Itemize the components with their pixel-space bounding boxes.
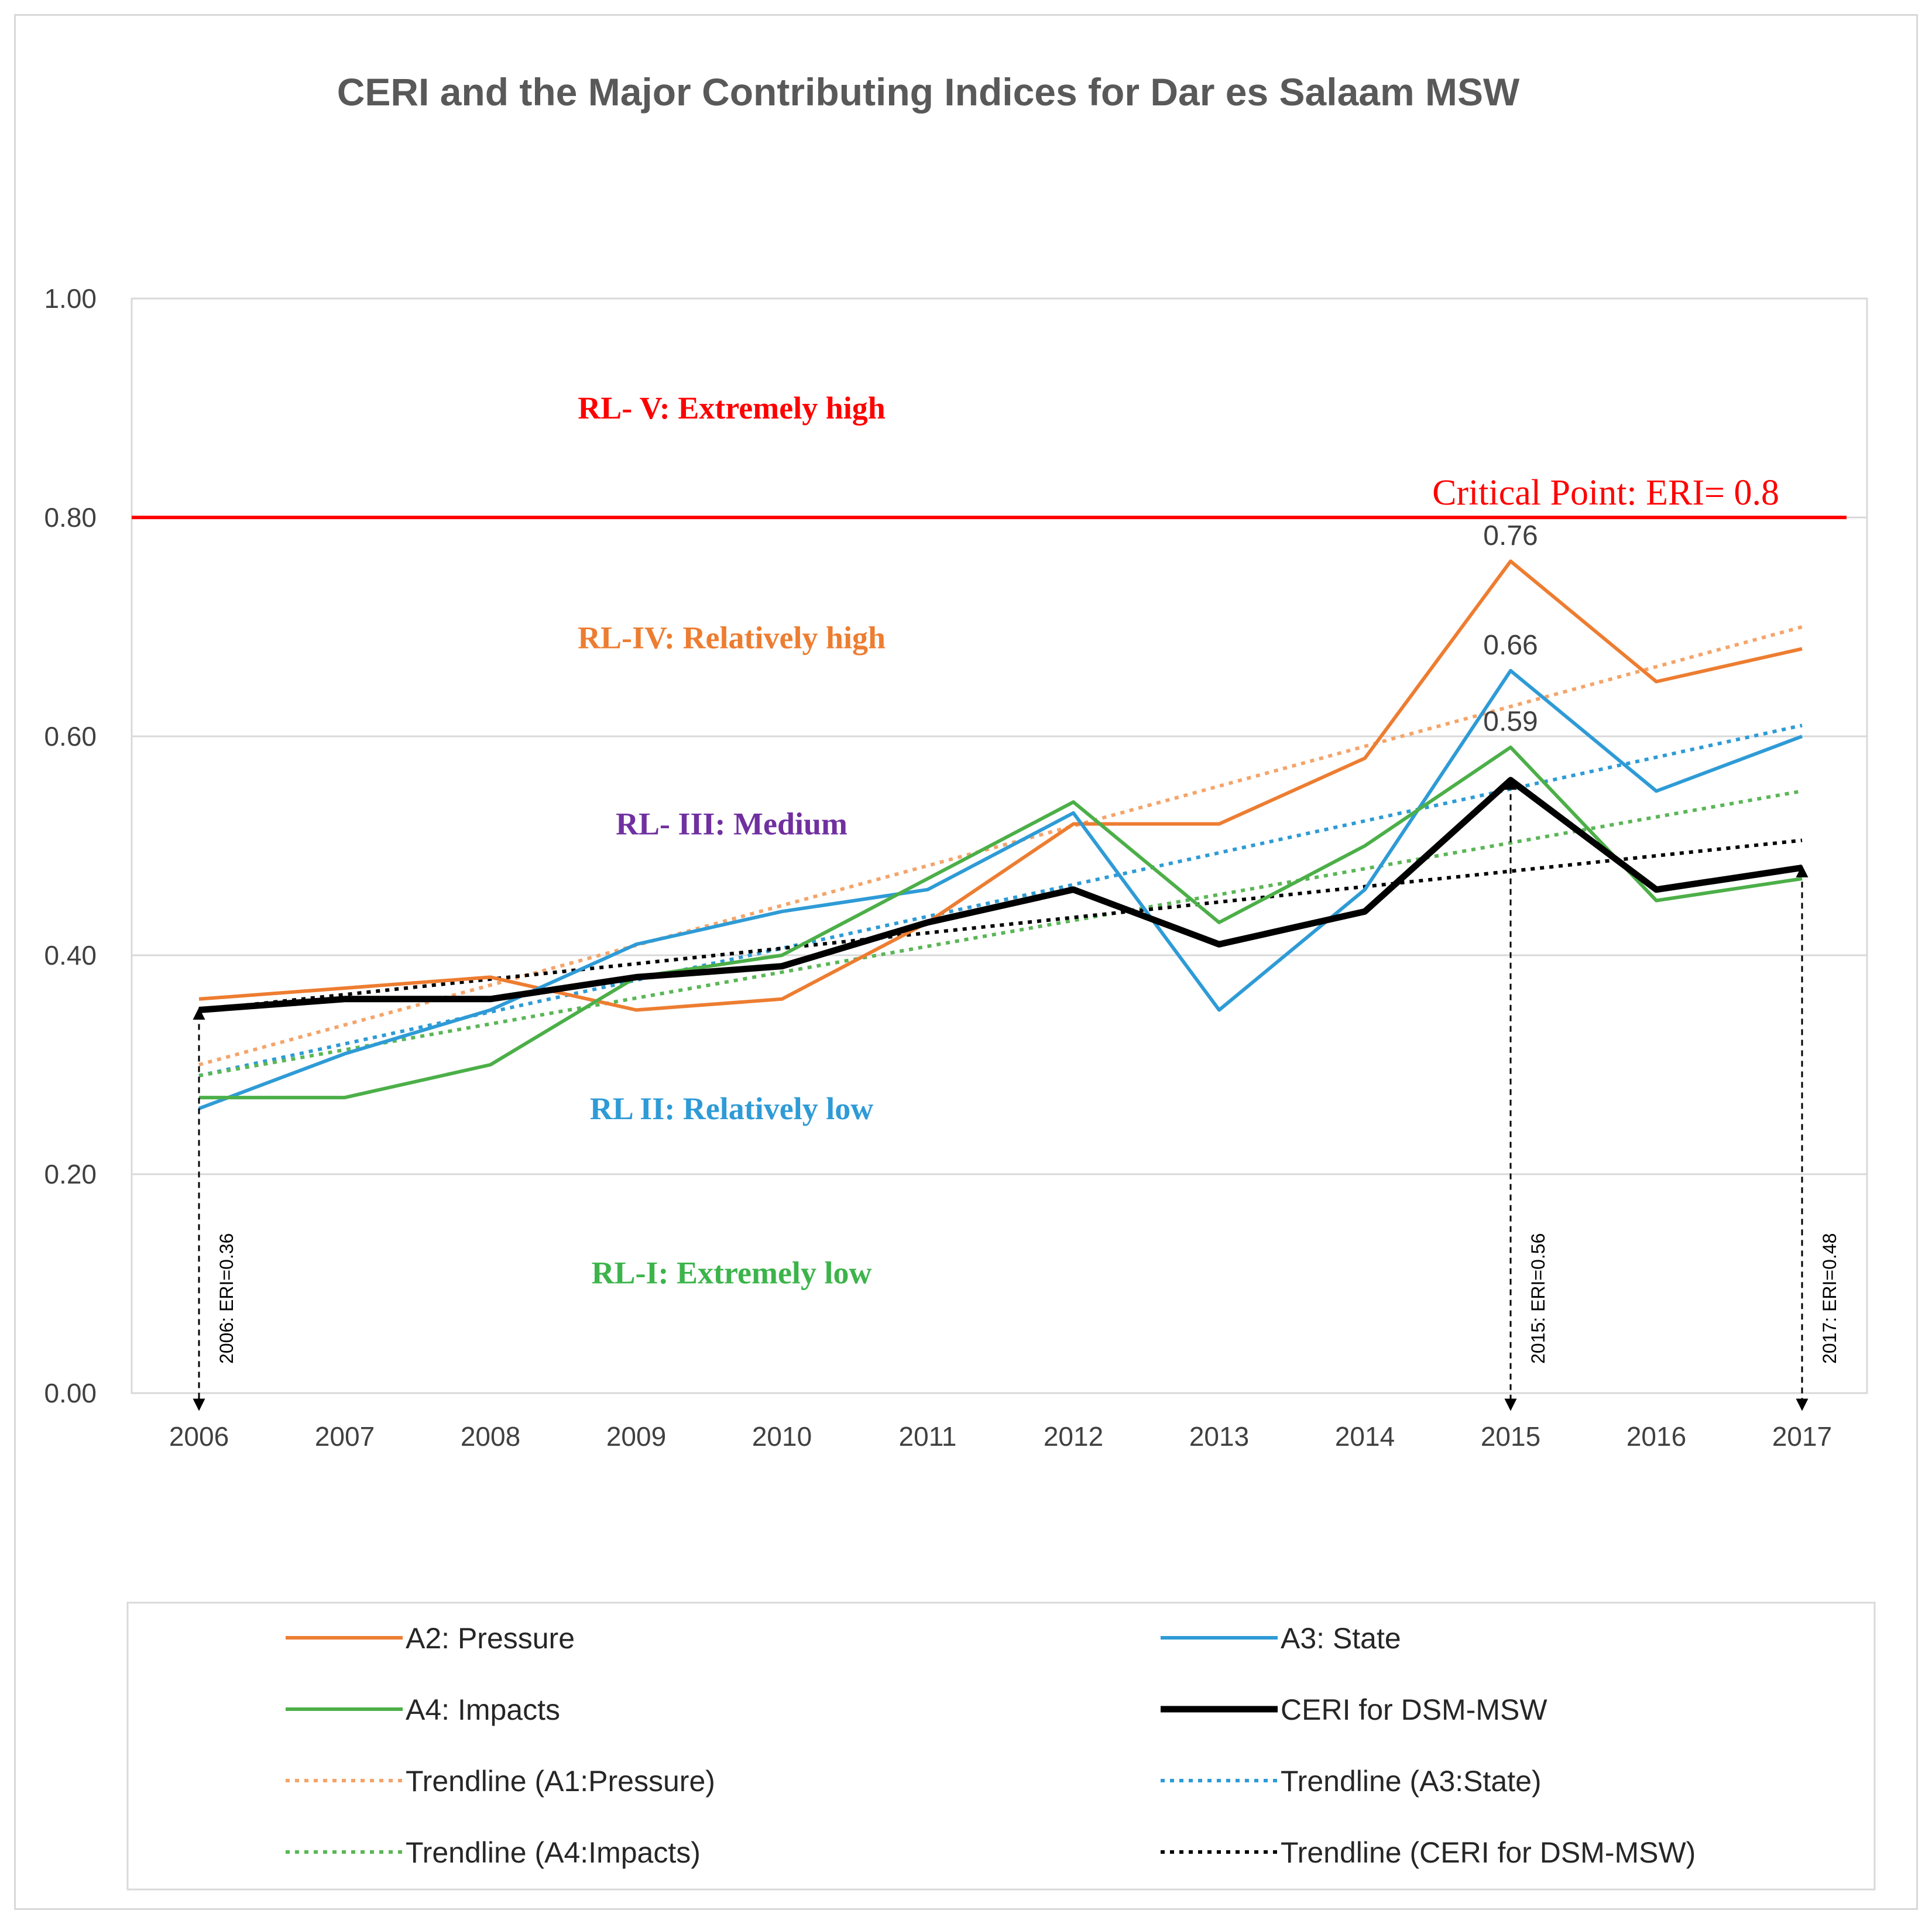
x-tick-label: 2008 [461, 1421, 520, 1452]
x-tick-label: 2009 [606, 1421, 666, 1452]
series-line-trendline-a4-impacts [198, 789, 1803, 1078]
risk-band-label: RL- III: Medium [616, 807, 847, 842]
y-tick-label: 0.60 [44, 721, 97, 752]
risk-band-label: RL-IV: Relatively high [578, 620, 886, 656]
legend-label: A3: State [1281, 1622, 1401, 1655]
x-tick-label: 2013 [1189, 1421, 1249, 1452]
series-line-trendline-a3-state [198, 723, 1803, 1078]
legend-label: A4: Impacts [406, 1693, 560, 1726]
eri-annotation: 2015: ERI=0.56 [1528, 1233, 1549, 1364]
series-line-ceri-for-dsm-msw [198, 777, 1803, 1013]
y-tick-label: 1.00 [44, 283, 97, 314]
x-tick-label: 2007 [315, 1421, 375, 1452]
x-tick-label: 2015 [1481, 1421, 1540, 1452]
x-tick-label: 2006 [169, 1421, 229, 1452]
risk-band-label: RL- V: Extremely high [578, 390, 886, 426]
y-tick-label: 0.80 [44, 502, 97, 533]
legend-box [126, 1601, 1876, 1891]
x-tick-label: 2017 [1772, 1421, 1832, 1452]
x-tick-label: 2016 [1626, 1421, 1686, 1452]
legend-label: Trendline (CERI for DSM-MSW) [1281, 1836, 1696, 1869]
x-tick-label: 2011 [899, 1421, 957, 1452]
legend-label: Trendline (A3:State) [1281, 1765, 1542, 1798]
y-tick-label: 0.00 [44, 1378, 97, 1408]
chart-frame [14, 14, 1918, 1910]
legend-label: CERI for DSM-MSW [1281, 1693, 1547, 1726]
risk-band-label: RL-I: Extremely low [592, 1255, 872, 1290]
series-line-trendline-ceri-for-dsm-msw [198, 838, 1803, 1012]
data-label: 0.76 [1483, 520, 1538, 551]
plot-area [131, 297, 1868, 1394]
x-tick-label: 2014 [1335, 1421, 1395, 1452]
eri-annotation: 2006: ERI=0.36 [216, 1233, 237, 1364]
series-line-a4-impacts [199, 745, 1803, 1100]
series-line-a2-pressure [198, 559, 1803, 1012]
y-tick-label: 0.20 [44, 1159, 97, 1189]
x-tick-label: 2012 [1044, 1421, 1103, 1452]
data-label: 0.66 [1483, 630, 1538, 661]
data-label: 0.59 [1483, 707, 1538, 738]
critical-point-label: Critical Point: ERI= 0.8 [1432, 473, 1779, 513]
legend-label: Trendline (A1:Pressure) [406, 1765, 715, 1798]
legend-label: A2: Pressure [406, 1622, 575, 1655]
chart-title: CERI and the Major Contributing Indices … [337, 70, 1520, 114]
legend-label: Trendline (A4:Impacts) [406, 1836, 701, 1869]
eri-annotation: 2017: ERI=0.48 [1819, 1233, 1840, 1364]
risk-band-label: RL II: Relatively low [590, 1091, 873, 1126]
series-line-a3-state [198, 668, 1803, 1110]
x-tick-label: 2010 [752, 1421, 812, 1452]
y-tick-label: 0.40 [44, 940, 97, 970]
